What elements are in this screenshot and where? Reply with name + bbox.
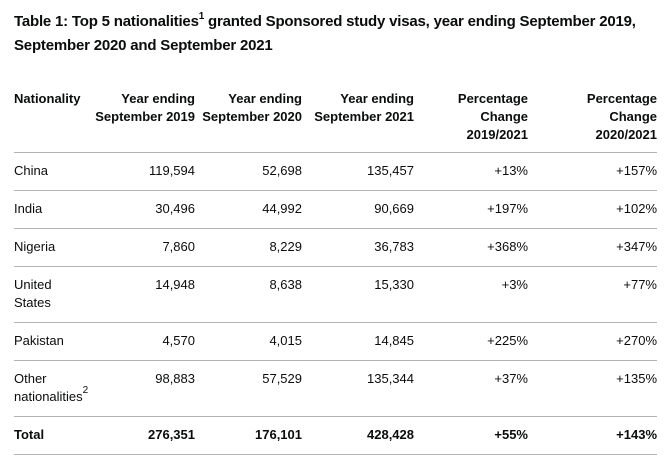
cell-pct-2020-2021: +102% [528, 190, 657, 229]
cell-ye2021: 135,457 [302, 152, 414, 191]
cell-ye2021: 135,344 [302, 360, 414, 417]
table-header: Nationality Year ending September 2019 Y… [14, 90, 657, 153]
cell-ye2019: 98,883 [92, 360, 195, 417]
table-row-nigeria: Nigeria 7,860 8,229 36,783 +368% +347% [14, 228, 657, 267]
cell-total-pct-2019-2021: +55% [414, 416, 528, 455]
column-header-pct-change-2019-2021: Percentage Change 2019/2021 [414, 90, 528, 153]
column-header-ye-sep-2021: Year ending September 2021 [302, 90, 414, 153]
cell-pct-2019-2021: +13% [414, 152, 528, 191]
cell-ye2021: 90,669 [302, 190, 414, 229]
cell-ye2021: 15,330 [302, 266, 414, 323]
cell-nationality: India [14, 190, 92, 229]
cell-ye2020: 57,529 [195, 360, 302, 417]
table-body: China 119,594 52,698 135,457 +13% +157% … [14, 152, 657, 455]
nationality-label: Nigeria [14, 239, 56, 254]
cell-pct-2019-2021: +197% [414, 190, 528, 229]
nationality-label: Pakistan [14, 333, 64, 348]
cell-nationality: Other nationalities2 [14, 360, 92, 417]
table-row-united-states: United States 14,948 8,638 15,330 +3% +7… [14, 266, 657, 323]
cell-total-ye2019: 276,351 [92, 416, 195, 455]
table-title: Table 1: Top 5 nationalities1 granted Sp… [14, 10, 657, 58]
cell-pct-2019-2021: +37% [414, 360, 528, 417]
nationality-label: China [14, 163, 48, 178]
cell-ye2019: 14,948 [92, 266, 195, 323]
table-title-footnote-marker: 1 [198, 11, 205, 22]
cell-ye2019: 7,860 [92, 228, 195, 267]
table-row-india: India 30,496 44,992 90,669 +197% +102% [14, 190, 657, 229]
table-title-text-continued: granted Sponsored study visas, year endi… [14, 13, 636, 54]
cell-ye2020: 8,229 [195, 228, 302, 267]
cell-ye2019: 30,496 [92, 190, 195, 229]
column-header-nationality: Nationality [14, 90, 92, 153]
cell-nationality: Nigeria [14, 228, 92, 267]
cell-total-label: Total [14, 416, 92, 455]
cell-ye2020: 52,698 [195, 152, 302, 191]
cell-ye2021: 14,845 [302, 322, 414, 361]
cell-pct-2020-2021: +347% [528, 228, 657, 267]
cell-ye2019: 4,570 [92, 322, 195, 361]
cell-pct-2020-2021: +135% [528, 360, 657, 417]
nationality-label: Other nationalities [14, 371, 83, 404]
cell-pct-2020-2021: +270% [528, 322, 657, 361]
table-row-total: Total 276,351 176,101 428,428 +55% +143% [14, 416, 657, 455]
cell-pct-2019-2021: +3% [414, 266, 528, 323]
cell-nationality: United States [14, 266, 92, 323]
nationality-label: United States [14, 277, 52, 310]
study-visas-table: Nationality Year ending September 2019 Y… [14, 90, 657, 455]
table-row-pakistan: Pakistan 4,570 4,015 14,845 +225% +270% [14, 322, 657, 361]
cell-total-pct-2020-2021: +143% [528, 416, 657, 455]
table-row-other-nationalities: Other nationalities2 98,883 57,529 135,3… [14, 360, 657, 417]
cell-ye2020: 4,015 [195, 322, 302, 361]
cell-total-ye2021: 428,428 [302, 416, 414, 455]
column-header-ye-sep-2019: Year ending September 2019 [92, 90, 195, 153]
cell-pct-2019-2021: +368% [414, 228, 528, 267]
cell-ye2020: 44,992 [195, 190, 302, 229]
cell-nationality: China [14, 152, 92, 191]
cell-ye2021: 36,783 [302, 228, 414, 267]
cell-pct-2020-2021: +157% [528, 152, 657, 191]
table-row-china: China 119,594 52,698 135,457 +13% +157% [14, 152, 657, 191]
column-header-ye-sep-2020: Year ending September 2020 [195, 90, 302, 153]
cell-pct-2020-2021: +77% [528, 266, 657, 323]
cell-pct-2019-2021: +225% [414, 322, 528, 361]
table-header-row: Nationality Year ending September 2019 Y… [14, 90, 657, 153]
footnote-marker: 2 [82, 384, 89, 396]
nationality-label: India [14, 201, 43, 216]
table-title-text: Table 1: Top 5 nationalities [14, 13, 199, 30]
cell-total-ye2020: 176,101 [195, 416, 302, 455]
cell-nationality: Pakistan [14, 322, 92, 361]
column-header-pct-change-2020-2021: Percentage Change 2020/2021 [528, 90, 657, 153]
cell-ye2019: 119,594 [92, 152, 195, 191]
cell-ye2020: 8,638 [195, 266, 302, 323]
